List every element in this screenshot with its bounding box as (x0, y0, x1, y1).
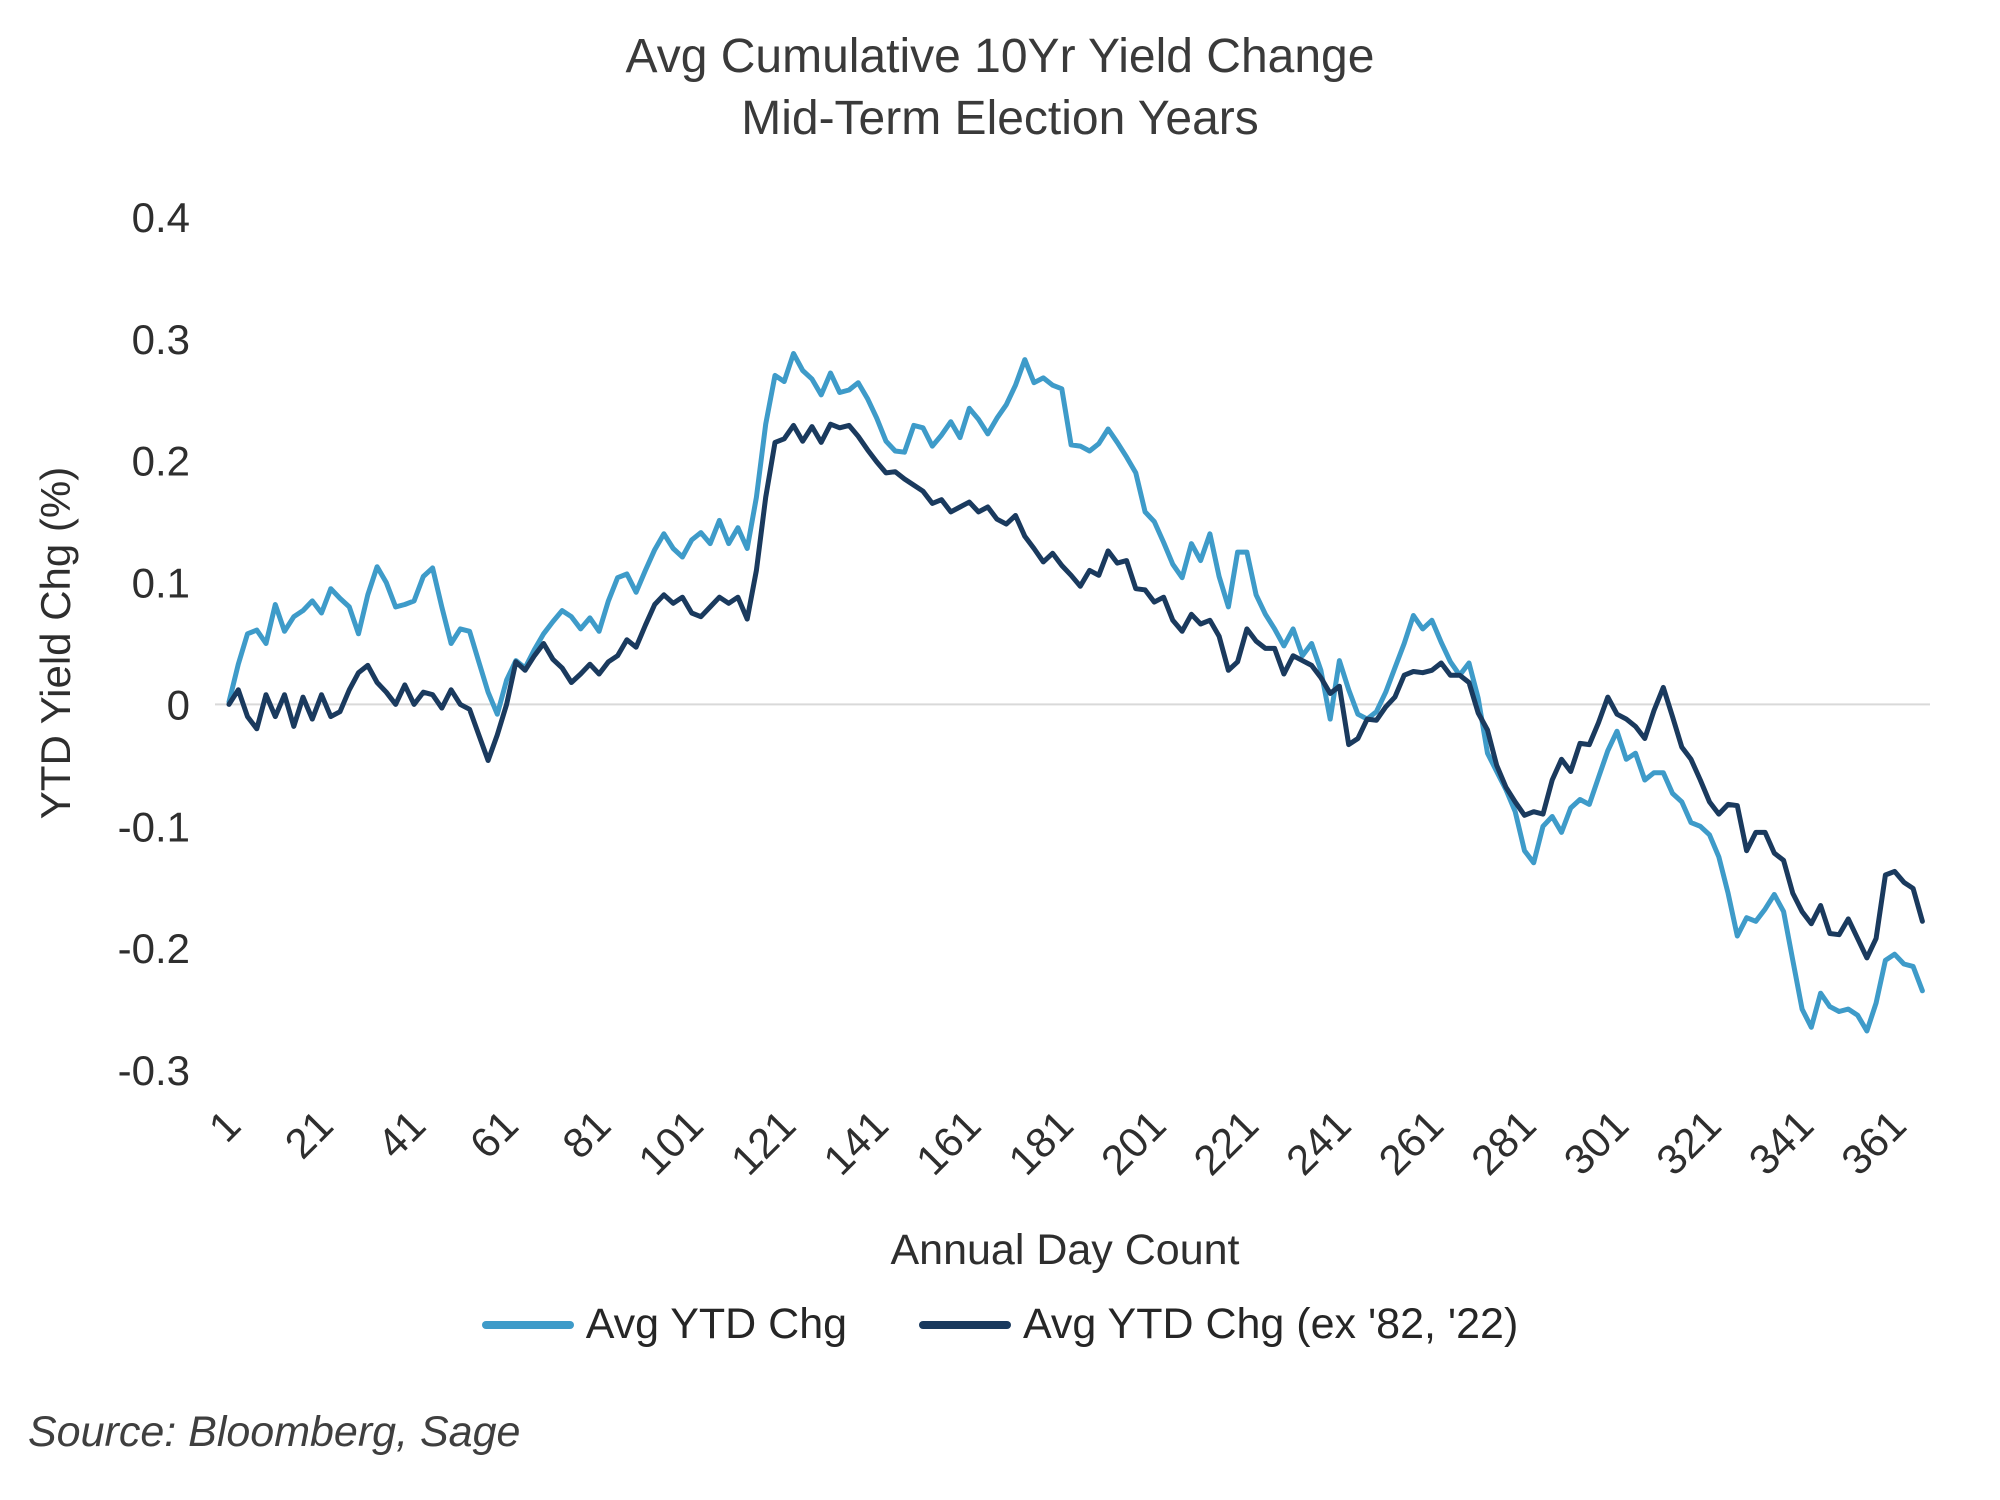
legend-label-avg-ytd-chg: Avg YTD Chg (585, 1300, 848, 1348)
chart-title: Avg Cumulative 10Yr Yield Change Mid-Ter… (0, 26, 2000, 150)
x-tick-label: 121 (722, 1101, 805, 1184)
y-tick-label: 0.1 (132, 560, 190, 607)
x-tick-label: 321 (1647, 1101, 1730, 1184)
x-tick-label: 81 (553, 1101, 619, 1167)
legend-line-swatch-avg-ytd-chg (481, 1320, 574, 1329)
x-tick-label: 201 (1092, 1101, 1175, 1184)
x-tick-label: 1 (200, 1101, 250, 1151)
x-tick-label: 21 (276, 1101, 342, 1167)
y-tick-label: -0.3 (118, 1047, 190, 1094)
x-axis-title: Annual Day Count (890, 1226, 1240, 1274)
legend-line-swatch-avg-ytd-chg-ex (919, 1320, 1012, 1329)
x-tick-label: 181 (999, 1101, 1082, 1184)
series-line-0 (226, 351, 1925, 1034)
source-note: Source: Bloomberg, Sage (28, 1408, 521, 1456)
y-tick-label: 0.4 (132, 194, 190, 241)
legend-item-avg-ytd-chg: Avg YTD Chg (481, 1300, 848, 1349)
x-tick-label: 161 (907, 1101, 990, 1184)
legend: Avg YTD Chg Avg YTD Chg (ex '82, '22) (0, 1300, 2000, 1349)
x-tick-label: 101 (629, 1101, 712, 1184)
x-tick-label: 341 (1740, 1101, 1823, 1184)
y-tick-label: -0.2 (118, 925, 190, 972)
x-tick-label: 41 (368, 1101, 434, 1167)
y-tick-label: -0.1 (118, 803, 190, 850)
x-tick-label: 301 (1555, 1101, 1638, 1184)
y-tick-label: 0.2 (132, 438, 190, 485)
y-tick-label: 0.3 (132, 316, 190, 363)
legend-label-avg-ytd-chg-ex: Avg YTD Chg (ex '82, '22) (1023, 1300, 1519, 1348)
y-axis-title: YTD Yield Chg (%) (32, 467, 79, 819)
chart-title-line-1: Avg Cumulative 10Yr Yield Change (625, 30, 1375, 83)
x-tick-label: 261 (1370, 1101, 1453, 1184)
x-tick-label: 281 (1462, 1101, 1545, 1184)
y-tick-label: 0 (167, 681, 190, 728)
x-tick-label: 141 (814, 1101, 897, 1184)
chart-title-line-2: Mid-Term Election Years (741, 92, 1259, 145)
series-line-1 (226, 421, 1925, 961)
x-tick-label: 361 (1832, 1101, 1915, 1184)
x-tick-label: 61 (461, 1101, 527, 1167)
legend-item-avg-ytd-chg-ex: Avg YTD Chg (ex '82, '22) (919, 1300, 1518, 1349)
x-tick-label: 241 (1277, 1101, 1360, 1184)
x-tick-label: 221 (1184, 1101, 1267, 1184)
